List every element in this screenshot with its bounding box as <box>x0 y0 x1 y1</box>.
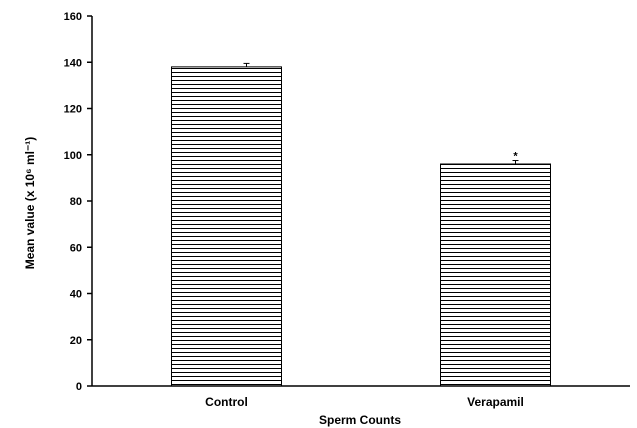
y-tick-label: 80 <box>70 196 82 208</box>
x-category-label: Verapamil <box>467 395 524 409</box>
x-axis-categories: Control Verapamil <box>205 395 524 409</box>
bar-control <box>171 66 282 387</box>
bars: * <box>171 62 551 387</box>
y-tick-label: 40 <box>70 289 82 301</box>
y-axis-ticks: 0 20 40 60 80 100 120 140 160 <box>64 11 92 393</box>
y-axis-label: Mean value (x 10⁶ ml⁻¹) <box>23 137 37 270</box>
y-tick-label: 120 <box>64 104 82 116</box>
y-tick-label: 60 <box>70 242 82 254</box>
x-axis-label: Sperm Counts <box>319 413 401 427</box>
bar-verapamil <box>440 163 551 387</box>
y-tick-label: 140 <box>64 57 82 69</box>
y-tick-label: 0 <box>76 381 82 393</box>
y-tick-label: 100 <box>64 150 82 162</box>
x-category-label: Control <box>205 395 248 409</box>
significance-marker: * <box>513 151 518 163</box>
y-tick-label: 160 <box>64 11 82 23</box>
y-tick-label: 20 <box>70 335 82 347</box>
